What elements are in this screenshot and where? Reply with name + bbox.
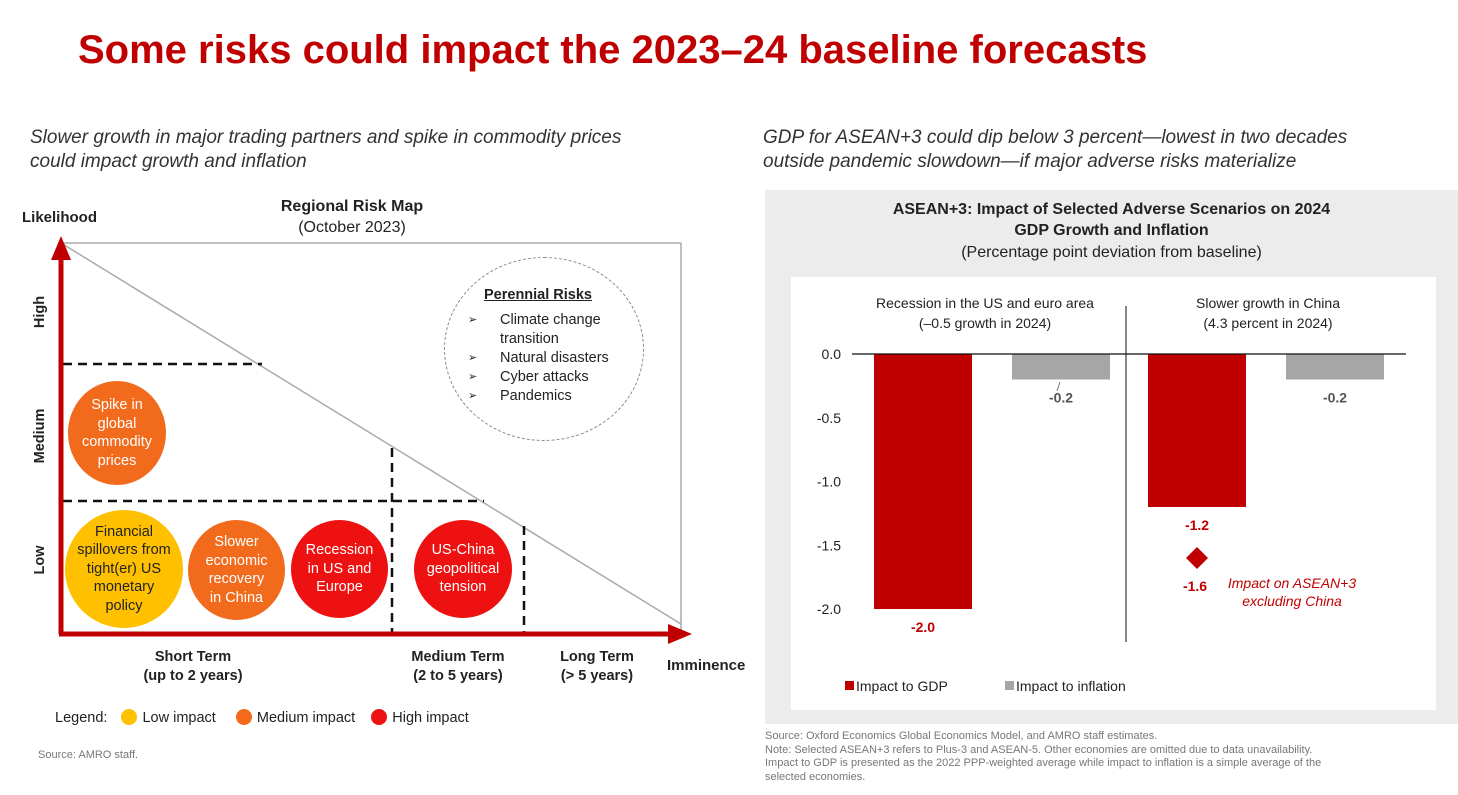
- right-subtitle: GDP for ASEAN+3 could dip below 3 percen…: [763, 127, 1348, 172]
- risk-map-frame: [51, 236, 692, 644]
- arrow-bullet-icon: ➢: [468, 314, 478, 326]
- legend-prefix: Legend:: [55, 710, 108, 726]
- inflation-bar: [1286, 354, 1384, 380]
- gdp-bar: [1148, 354, 1246, 507]
- imminence-medium-label: Medium Term (2 to 5 years): [411, 649, 505, 684]
- imminence-axis-label: Imminence: [667, 657, 746, 674]
- risk-bubble-us-europe-recession: Recession in US and Europe: [291, 520, 388, 618]
- high-impact-dot-icon: [371, 709, 388, 725]
- gdp-value-label: -1.2: [1185, 517, 1209, 533]
- arrow-bullet-icon: ➢: [468, 371, 478, 383]
- y-tick-label: -2.0: [817, 601, 841, 617]
- page-title: Some risks could impact the 2023–24 base…: [78, 28, 1148, 72]
- arrow-bullet-icon: ➢: [468, 390, 478, 402]
- chart-title-line-2: GDP Growth and Inflation: [1014, 222, 1209, 239]
- y-tick-label: 0.0: [822, 346, 842, 362]
- legend-gdp-swatch: [845, 681, 854, 690]
- risk-bubble-commodity-prices: Spike in global commodity prices: [68, 381, 166, 485]
- gdp-bar: [874, 354, 972, 609]
- risk-bubble-financial-spillovers: Financial spillovers from tight(er) US m…: [65, 510, 183, 628]
- likelihood-axis-label: Likelihood: [22, 209, 97, 226]
- diamond-marker-icon: [1186, 547, 1208, 569]
- risk-bubble-us-china-tension: US-China geopolitical tension: [414, 520, 512, 618]
- legend-label: Impact to inflation: [1016, 678, 1126, 694]
- chart-subtitle: (Percentage point deviation from baselin…: [961, 244, 1262, 261]
- category-label: (–0.5 growth in 2024): [919, 315, 1051, 331]
- annotation-text: Impact on ASEAN+3: [1228, 575, 1356, 591]
- perennial-risks-title: Perennial Risks: [484, 287, 592, 303]
- risk-map-subtitle: (October 2023): [298, 219, 406, 236]
- imminence-long-label: Long Term (> 5 years): [560, 649, 634, 684]
- gdp-value-label: -2.0: [911, 619, 935, 635]
- inflation-bar: [1012, 354, 1110, 380]
- legend-low-label: Low impact: [142, 710, 216, 726]
- left-subtitle: Slower growth in major trading partners …: [30, 127, 622, 172]
- category-label: Recession in the US and euro area: [876, 295, 1094, 311]
- legend-label: Impact to GDP: [856, 678, 948, 694]
- perennial-risk-item: ➢ Pandemics: [468, 388, 572, 404]
- y-axis-arrowhead: [51, 236, 71, 260]
- risk-bubble-china-recovery: Slower economic recovery in China: [188, 520, 285, 620]
- low-impact-dot-icon: [121, 709, 138, 725]
- chart-title-line-1: ASEAN+3: Impact of Selected Adverse Scen…: [892, 201, 1331, 218]
- right-source-notes: Source: Oxford Economics Global Economic…: [765, 730, 1322, 783]
- left-source: Source: AMRO staff.: [38, 749, 139, 761]
- frame-diagonal: [60, 242, 682, 625]
- risk-map-legend: Legend: Low impact Medium impact High im…: [55, 709, 469, 726]
- annotation-text: excluding China: [1242, 593, 1342, 609]
- y-tick-label: -1.5: [817, 537, 841, 553]
- perennial-risks-list: ➢ Climate change transition ➢ Natural disa…: [468, 311, 618, 406]
- perennial-risk-item: ➢ Natural disasters: [468, 350, 609, 366]
- label-leader-line: [1056, 381, 1061, 392]
- legend-medium-label: Medium impact: [256, 710, 356, 726]
- category-label: Slower growth in China: [1196, 295, 1340, 311]
- perennial-risks-circle: [444, 257, 644, 441]
- arrow-bullet-icon: ➢: [468, 352, 478, 364]
- annotation-value-label: -1.6: [1183, 578, 1207, 594]
- inflation-value-label: -0.2: [1323, 390, 1347, 406]
- imminence-short-label: Short Term (up to 2 years): [143, 649, 243, 684]
- x-axis-arrowhead: [668, 624, 692, 644]
- medium-impact-dot-icon: [235, 709, 252, 725]
- perennial-risk-item: ➢ Cyber attacks: [468, 369, 589, 385]
- y-tick-label: -1.0: [817, 474, 841, 490]
- category-label: (4.3 percent in 2024): [1203, 315, 1332, 331]
- inflation-value-label: -0.2: [1049, 390, 1073, 406]
- perennial-risk-item: ➢ Climate change transition: [468, 312, 601, 347]
- legend-high-label: High impact: [392, 710, 469, 726]
- legend-inflation-swatch: [1005, 681, 1014, 690]
- y-tick-label: -0.5: [817, 410, 841, 426]
- risk-map-title: Regional Risk Map: [280, 198, 424, 215]
